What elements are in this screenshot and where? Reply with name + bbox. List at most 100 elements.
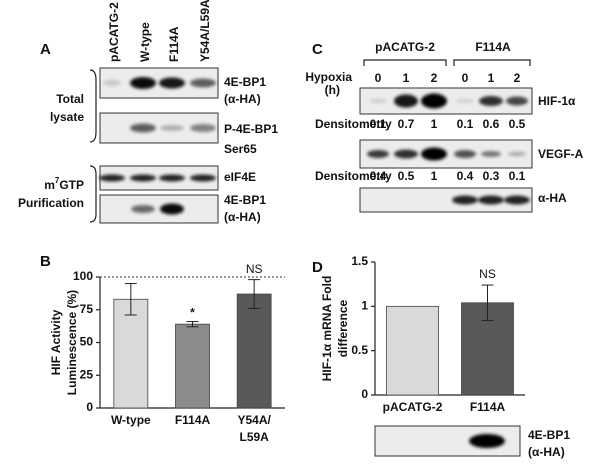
lane-label: 0	[462, 71, 469, 85]
blot-band	[131, 205, 155, 213]
group-label: lysate	[50, 110, 84, 124]
blot	[99, 194, 219, 224]
lane-label: 1	[488, 71, 495, 85]
blot-band	[394, 94, 418, 108]
blot-label: (α-HA)	[224, 210, 261, 224]
blot-band	[190, 78, 216, 88]
blot-label: (α-HA)	[528, 445, 565, 459]
densitometry-value: 0.1	[370, 117, 387, 131]
densitometry-value: 1	[431, 117, 438, 131]
annotation: *	[190, 306, 195, 320]
blot-band	[452, 195, 478, 205]
group-label: pACATG-2	[375, 40, 435, 54]
bracket	[89, 165, 97, 223]
bar	[236, 293, 272, 409]
x-tick-label: F114A	[470, 400, 506, 414]
bracket	[453, 59, 531, 66]
blot-band	[190, 174, 216, 182]
densitometry-value: 0.1	[457, 117, 474, 131]
y-axis-label: Luminescence (%)	[65, 290, 79, 395]
error-bar	[186, 321, 199, 328]
y-tick-label: 100	[73, 269, 93, 283]
y-tick-label: 1	[361, 299, 368, 313]
lane-label: F114A	[167, 26, 181, 62]
densitometry-value: 0.4	[370, 169, 387, 183]
blot-band	[190, 124, 216, 132]
annotation: NS	[479, 267, 496, 281]
densitometry-value: 1	[431, 169, 438, 183]
blot-band	[160, 203, 184, 215]
blot-band	[478, 195, 504, 205]
y-tick-label: 50	[80, 335, 94, 349]
densitometry-value: 0.7	[398, 117, 415, 131]
densitometry-label: Densitometry	[315, 169, 392, 183]
group-label: F114A	[475, 40, 511, 54]
bar	[113, 298, 149, 409]
bracket	[89, 69, 97, 143]
panel-label: A	[40, 41, 51, 58]
blot-label: HIF-1α	[538, 94, 576, 108]
blot-label: VEGF-A	[538, 147, 584, 161]
lane-label: pACATG-2	[107, 2, 121, 62]
lane-label: 2	[431, 71, 438, 85]
blot-band	[103, 80, 121, 86]
hypoxia-label: Hypoxia	[305, 70, 352, 84]
y-tick-label: 25	[80, 367, 94, 381]
blot-label: 4E-BP1	[224, 193, 266, 207]
densitometry-value: 0.4	[457, 169, 474, 183]
y-tick-label: 0.5	[351, 343, 368, 357]
blot-band	[130, 174, 156, 182]
error-bar	[124, 283, 137, 316]
blot-band	[421, 147, 447, 161]
group-label: m7GTP	[44, 176, 84, 192]
blot-band	[504, 195, 530, 205]
x-tick-label: L59A	[239, 430, 269, 444]
bar	[386, 305, 439, 396]
x-tick-label: pACATG-2	[383, 400, 443, 414]
blot-band	[367, 150, 389, 158]
densitometry-value: 0.6	[483, 117, 500, 131]
densitometry-value: 0.3	[483, 169, 500, 183]
y-axis-label: HIF-1α mRNA Fold	[320, 276, 334, 382]
hypoxia-label: (h)	[325, 83, 340, 97]
blot-band	[160, 125, 184, 131]
blot-band	[369, 98, 387, 104]
y-axis-label: HIF Activity	[49, 309, 63, 375]
y-tick-label: 1.5	[351, 254, 368, 268]
panel-label: B	[40, 253, 51, 270]
blot	[374, 425, 521, 457]
blot-band	[469, 434, 505, 448]
blot-band	[421, 93, 447, 109]
x-tick-label: W-type	[111, 413, 151, 427]
blot-band	[394, 149, 418, 159]
y-tick-label: 75	[80, 302, 94, 316]
lane-label: 0	[375, 71, 382, 85]
blot-label: Ser65	[224, 142, 257, 156]
blot-label: (α-HA)	[224, 92, 261, 106]
blot-label: α-HA	[538, 191, 567, 205]
panel-label: C	[312, 41, 323, 58]
error-bar	[248, 279, 261, 309]
error-bar	[481, 284, 494, 322]
blot-band	[454, 150, 476, 158]
panel-label: D	[312, 259, 323, 276]
bar	[175, 323, 210, 409]
group-label: Total	[56, 92, 84, 106]
annotation: NS	[246, 262, 263, 276]
y-axis-label: difference	[336, 300, 350, 358]
lane-label: 1	[403, 71, 410, 85]
blot-label: eIF4E	[224, 170, 256, 184]
blot-band	[479, 96, 503, 106]
blot-band	[481, 151, 501, 157]
densitometry-label: Densitometry	[315, 117, 392, 131]
blot-band	[130, 123, 156, 133]
blot-band	[159, 77, 185, 89]
densitometry-value: 0.5	[509, 117, 526, 131]
densitometry-value: 0.5	[398, 169, 415, 183]
blot-band	[130, 77, 156, 89]
group-label: Purification	[18, 196, 84, 210]
y-tick-label: 0	[86, 400, 93, 414]
blot-band	[508, 151, 526, 157]
lane-label: W-type	[138, 22, 152, 62]
